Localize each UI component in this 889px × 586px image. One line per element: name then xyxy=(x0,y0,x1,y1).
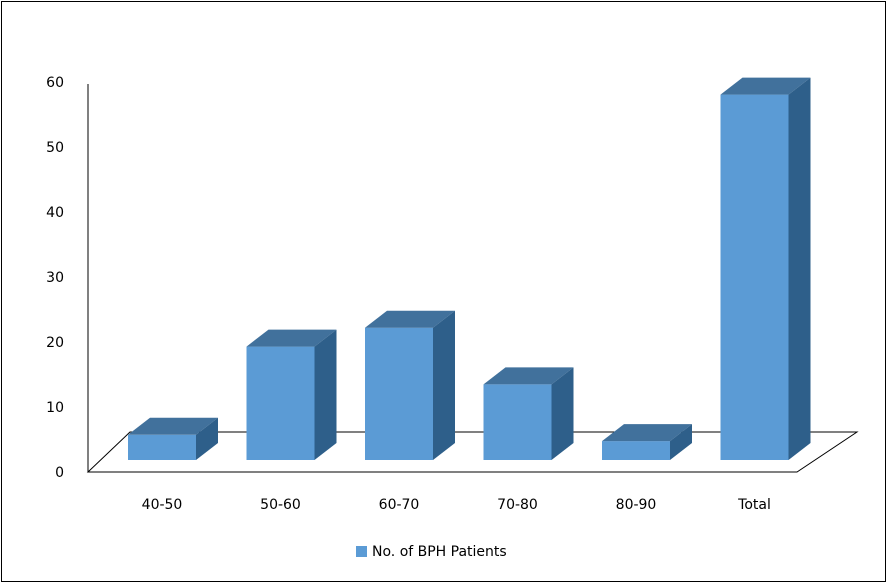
x-tick-label: 70-80 xyxy=(497,497,538,513)
legend-label: No. of BPH Patients xyxy=(372,544,507,560)
bar-side-face xyxy=(670,424,692,460)
bar-front-face xyxy=(602,441,670,460)
bar-side-face xyxy=(314,329,337,460)
bar-top-face xyxy=(246,329,337,347)
bar-front-face xyxy=(483,384,552,460)
bar-top-face xyxy=(128,417,218,435)
y-tick-label: 40 xyxy=(46,205,64,221)
y-tick-label: 60 xyxy=(46,75,64,91)
bar-top-face xyxy=(602,424,692,442)
bar xyxy=(365,310,455,460)
bar-side-face xyxy=(551,367,574,460)
y-tick-label: 0 xyxy=(55,465,64,481)
bar-front-face xyxy=(720,94,789,460)
bar-side-face xyxy=(788,77,811,460)
bar-top-face xyxy=(720,77,811,95)
x-tick-label: Total xyxy=(737,497,771,513)
bar-front-face xyxy=(128,434,196,460)
legend-swatch xyxy=(356,546,367,557)
legend: No. of BPH Patients xyxy=(356,544,507,560)
y-tick-label: 50 xyxy=(46,140,64,156)
bar-top-face xyxy=(365,310,455,328)
x-tick-label: 80-90 xyxy=(616,497,657,513)
bar xyxy=(602,424,692,460)
bar xyxy=(720,77,811,460)
bar-top-face xyxy=(483,367,574,385)
y-tick-label: 20 xyxy=(46,335,64,351)
bar-front-face xyxy=(246,346,315,460)
x-tick-label: 40-50 xyxy=(142,497,183,513)
y-tick-label: 10 xyxy=(46,400,64,416)
x-tick-label: 60-70 xyxy=(379,497,420,513)
bar xyxy=(483,367,574,460)
bar-side-face xyxy=(196,417,218,460)
bar xyxy=(128,417,218,460)
bar-front-face xyxy=(365,327,433,460)
x-tick-label: 50-60 xyxy=(260,497,301,513)
y-tick-label: 30 xyxy=(46,270,64,286)
bar xyxy=(246,329,337,460)
bar-side-face xyxy=(433,310,455,460)
plot-area: 0 10 20 30 40 50 60 40-50 50-60 60-70 70-80 80-90 To… xyxy=(46,75,859,560)
